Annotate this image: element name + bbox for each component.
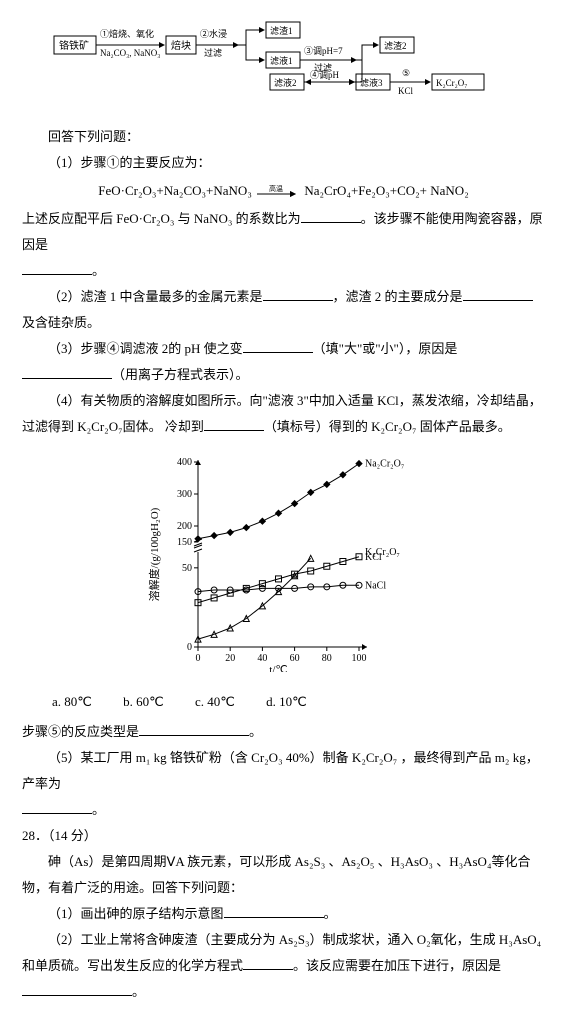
blank-1 [301, 209, 361, 223]
flow-liq1: 滤液1 [270, 55, 293, 66]
svg-text:0: 0 [187, 642, 192, 653]
q28-intro: 砷（As）是第四周期ⅤA 族元素，可以形成 As₂S₃ 、As₂O₅ 、H₃As… [22, 849, 545, 901]
q4-step5: 步骤⑤的反应类型是。 [22, 719, 545, 745]
svg-text:40: 40 [257, 653, 267, 664]
svg-text:80: 80 [321, 653, 331, 664]
blank-4 [463, 287, 533, 301]
svg-text:④调pH: ④调pH [310, 70, 340, 80]
process-flowchart: 铬铁矿 ①焙烧、氧化 Na₂CO₃, NaNO₃ 焙块 ②水浸 过滤 滤渣1 滤… [52, 18, 545, 110]
flow-step2-bot: 过滤 [204, 47, 222, 58]
flow-step5: ⑤ [402, 68, 410, 78]
flow-roast: 焙块 [171, 39, 191, 52]
q28-number: 28．（14 分） [22, 823, 545, 849]
q28-2: （2）工业上常将含砷废渣（主要成分为 As₂S₃）制成浆状，通入 O₂氧化，生成… [22, 927, 545, 1005]
flow-step5-bot: KCl [398, 86, 414, 96]
q28-1: （1）画出砷的原子结构示意图。 [22, 901, 545, 927]
svg-text:NaCl: NaCl [365, 580, 386, 591]
blank-10 [224, 904, 324, 918]
svg-text:50: 50 [182, 563, 192, 574]
svg-text:t/℃: t/℃ [269, 664, 287, 672]
svg-text:20: 20 [225, 653, 235, 664]
flow-step1-top: ①焙烧、氧化 [100, 28, 154, 39]
flow-step1-bot: Na₂CO₃, NaNO₃ [100, 48, 160, 58]
flow-liq2: 滤液2 [274, 77, 297, 88]
blank-5 [243, 339, 313, 353]
blank-3 [263, 287, 333, 301]
option-d: d. 10℃ [266, 694, 307, 709]
svg-text:Na₂Cr₂O₇: Na₂Cr₂O₇ [365, 459, 404, 470]
option-a: a. 80℃ [52, 694, 92, 709]
q4-options: a. 80℃ b. 60℃ c. 40℃ d. 10℃ [52, 689, 545, 715]
svg-text:100: 100 [351, 653, 366, 664]
option-c: c. 40℃ [195, 694, 235, 709]
svg-text:0: 0 [195, 653, 200, 664]
blank-9 [22, 800, 92, 814]
solubility-chart: 0 20 40 60 80 100 0 50 150 200 300 400 t/℃ 溶解度/(g/100… [22, 452, 545, 681]
flow-step3: ③调pH=7 [304, 46, 343, 56]
svg-text:300: 300 [177, 489, 192, 500]
blank-8 [139, 722, 249, 736]
flow-res2: 滤渣2 [384, 40, 407, 51]
blank-11 [243, 956, 293, 970]
flow-res1: 滤渣1 [270, 25, 293, 36]
flow-input: 铬铁矿 [59, 39, 89, 52]
blank-2 [22, 261, 92, 275]
svg-text:KCl: KCl [365, 552, 382, 563]
blank-6 [22, 365, 112, 379]
q1-line2: 上述反应配平后 FeO·Cr₂O₃ 与 NaNO₃ 的系数比为。该步骤不能使用陶… [22, 206, 545, 258]
answer-heading: 回答下列问题： [22, 124, 545, 150]
blank-7 [204, 417, 264, 431]
q2: （2）滤渣 1 中含量最多的金属元素是，滤渣 2 的主要成分是及含硅杂质。 [22, 284, 545, 336]
svg-text:60: 60 [289, 653, 299, 664]
eq-lhs: FeO·Cr₂O₃+Na₂CO₃+NaNO₃ [98, 183, 252, 198]
q1-prefix: （1）步骤①的主要反应为： [22, 150, 545, 176]
blank-12 [22, 982, 132, 996]
equation-line: FeO·Cr₂O₃+Na₂CO₃+NaNO₃ 高温 Na₂CrO₄+Fe₂O₃+… [22, 178, 545, 204]
q4: （4）有关物质的溶解度如图所示。向"滤液 3"中加入适量 KCl，蒸发浓缩，冷却… [22, 388, 545, 440]
flow-product: K₂Cr₂O₇ [436, 78, 467, 88]
flow-liq3: 滤液3 [360, 77, 383, 88]
svg-text:高温: 高温 [269, 185, 283, 193]
svg-text:150: 150 [177, 537, 192, 548]
flow-step2-top: ②水浸 [200, 28, 227, 39]
eq-rhs: Na₂CrO₄+Fe₂O₃+CO₂+ NaNO₂ [304, 183, 468, 198]
svg-text:400: 400 [177, 457, 192, 468]
q5: （5）某工厂用 m₁ kg 铬铁矿粉（含 Cr₂O₃ 40%）制备 K₂Cr₂O… [22, 745, 545, 797]
svg-text:200: 200 [177, 521, 192, 532]
q3: （3）步骤④调滤液 2的 pH 使之变（填"大"或"小"），原因是（用离子方程式… [22, 336, 545, 388]
option-b: b. 60℃ [123, 694, 164, 709]
svg-text:溶解度/(g/100gH₂O): 溶解度/(g/100gH₂O) [147, 507, 161, 601]
